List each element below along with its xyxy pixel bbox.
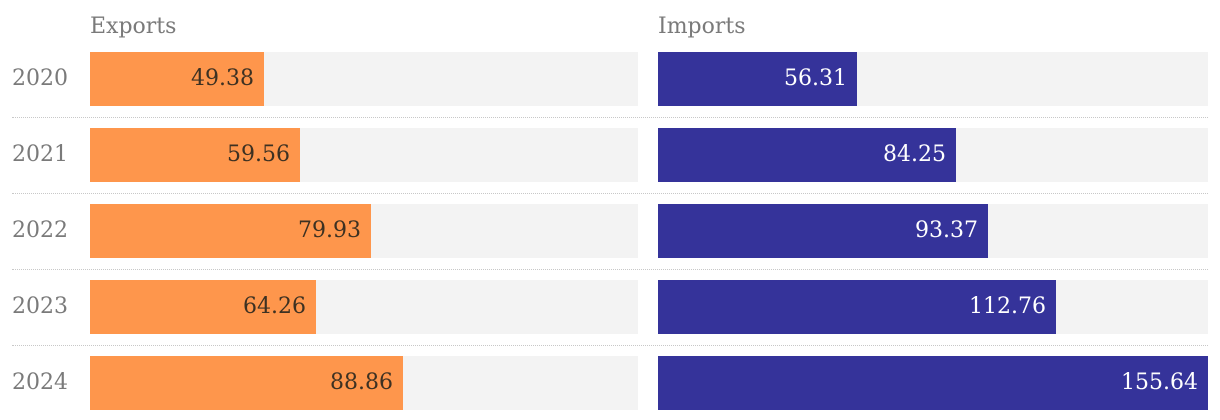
imports-value-label-2020: 56.31 (784, 66, 847, 91)
row-divider (12, 193, 1208, 194)
year-label-2022: 2022 (12, 218, 68, 243)
imports-column-header: Imports (658, 14, 746, 39)
exports-column-header: Exports (90, 14, 177, 39)
imports-value-label-2024: 155.64 (1121, 370, 1198, 395)
imports-bar-2024 (658, 356, 1208, 410)
year-label-2021: 2021 (12, 142, 68, 167)
imports-bar-2021 (658, 128, 956, 182)
exports-value-label-2023: 64.26 (243, 294, 306, 319)
exports-value-label-2021: 59.56 (227, 142, 290, 167)
imports-bar-2022 (658, 204, 988, 258)
imports-value-label-2022: 93.37 (915, 218, 978, 243)
imports-value-label-2023: 112.76 (969, 294, 1046, 319)
row-divider (12, 345, 1208, 346)
year-label-2020: 2020 (12, 66, 68, 91)
exports-value-label-2024: 88.86 (330, 370, 393, 395)
imports-bar-2020 (658, 52, 857, 106)
exports-bar-2023 (90, 280, 316, 334)
exports-bar-2022 (90, 204, 371, 258)
exports-bar-2024 (90, 356, 403, 410)
row-divider (12, 269, 1208, 270)
year-label-2024: 2024 (12, 370, 68, 395)
exports-value-label-2022: 79.93 (298, 218, 361, 243)
year-label-2023: 2023 (12, 294, 68, 319)
imports-bar-2023 (658, 280, 1056, 334)
imports-value-label-2021: 84.25 (883, 142, 946, 167)
exports-bar-2021 (90, 128, 300, 182)
exports-value-label-2020: 49.38 (191, 66, 254, 91)
row-divider (12, 117, 1208, 118)
exports-bar-2020 (90, 52, 264, 106)
